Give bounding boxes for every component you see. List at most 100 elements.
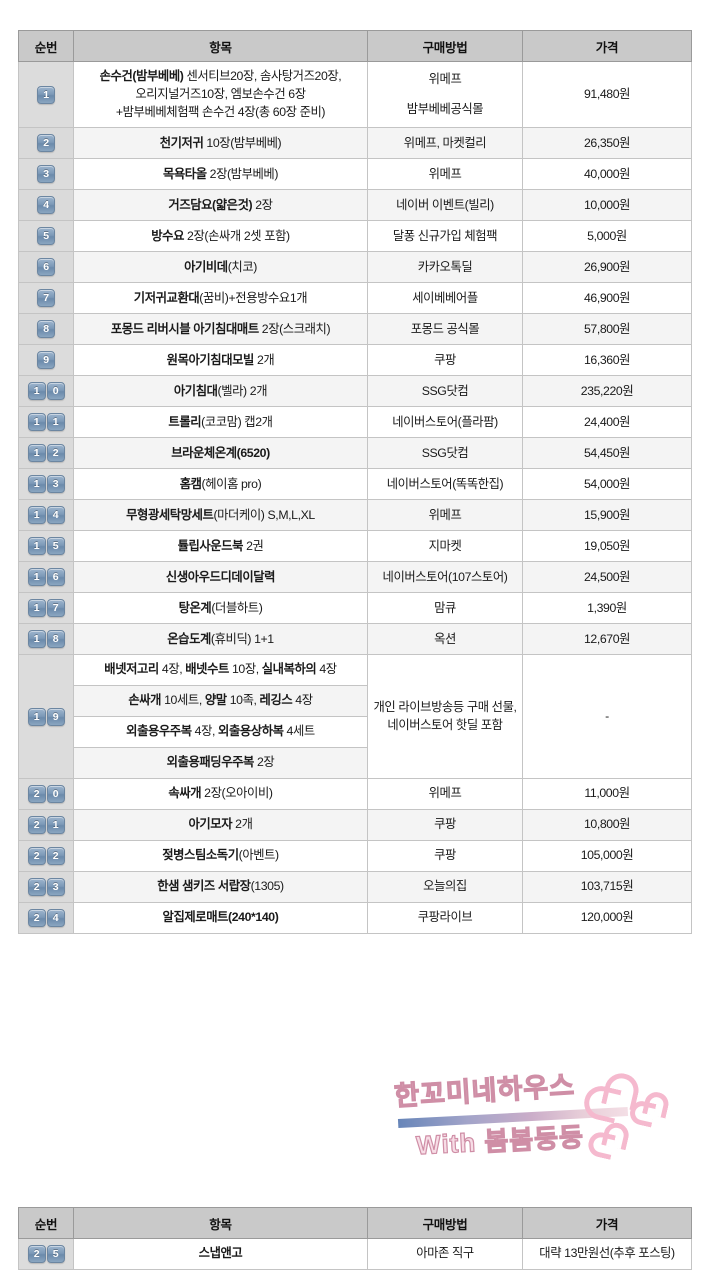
price-cell: 91,480원 — [522, 60, 692, 129]
price-cell: 235,220원 — [522, 375, 692, 408]
price-cell: 19,050원 — [522, 530, 692, 563]
table-row: 1 0 아기침대(벨라) 2개 SSG닷컴 235,220원 — [18, 375, 692, 408]
number-digit: 5 — [46, 537, 65, 556]
table-body: 1 손수건(밤부베베) 센서티브20장, 솜사탕거즈20장, 오리지널거즈10장, … — [18, 60, 692, 934]
item-name-bold: 외출용우주복 — [126, 724, 192, 739]
item-name-bold: 배넷저고리 — [104, 662, 159, 677]
table-row: 외출용패딩우주복 2장 — [19, 746, 692, 779]
price-cell: 24,400원 — [522, 406, 692, 439]
buy-method-cell: 쿠팡 — [367, 839, 523, 872]
table-header: 순번 항목 구매방법 가격 — [18, 30, 692, 62]
price-cell: 105,000원 — [522, 839, 692, 872]
column-header-no: 순번 — [18, 30, 74, 62]
number-digit: 1 — [46, 413, 65, 432]
table-row: 4 거즈담요(얇은것) 2장 네이버 이벤트(빌리) 10,000원 — [18, 189, 692, 222]
item-cell: 아기비데(치코) — [73, 251, 368, 284]
price-cell: 24,500원 — [522, 561, 692, 594]
number-digit: 2 — [27, 784, 46, 803]
number-digit: 1 — [27, 475, 46, 494]
watermark-stripe — [397, 1106, 629, 1129]
table-row: 1 4 무형광세탁망세트(마더케이) S,M,L,XL 위메프 15,900원 — [18, 499, 692, 532]
number-digit: 9 — [46, 707, 65, 726]
item-cell: 외출용패딩우주복 2장 — [73, 746, 368, 779]
price-cell: 57,800원 — [522, 313, 692, 346]
row-number-cell: 6 — [18, 251, 74, 284]
price-cell: 26,900원 — [522, 251, 692, 284]
purchase-list-table-wrap: 순번 항목 구매방법 가격 1 손수건(밤부베베) 센서티브20장, 솜사탕거즈2… — [18, 30, 692, 934]
buy-method-cell: 아마존 직구 — [367, 1238, 523, 1270]
table-row: 5 방수요 2장(손싸개 2셋 포함) 달퐁 신규가입 체험팩 5,000원 — [18, 220, 692, 253]
number-digit: 2 — [27, 1245, 46, 1263]
table-row: 6 아기비데(치코) 카카오톡딜 26,900원 — [18, 251, 692, 284]
row-number-cell: 8 — [18, 313, 74, 346]
price-cell: 54,450원 — [522, 437, 692, 470]
row-number-badge: 6 — [37, 258, 55, 277]
item-name-bold: 양말 — [204, 693, 227, 708]
price-cell: 15,900원 — [522, 499, 692, 532]
buy-method-cell: 카카오톡딜 — [367, 251, 523, 284]
buy-method-cell: 쿠팡 — [367, 808, 523, 841]
buy-method-cell: 네이버스토어(플라팜) — [367, 406, 523, 439]
table2-body: 2 5 스냅앤고 아마존 직구 대략 13만원선(추후 포스팅) — [18, 1238, 692, 1270]
number-digit: 5 — [46, 1245, 65, 1263]
watermark-line-1: 한꼬미네하우스 — [393, 1070, 577, 1112]
item-name-bold: 아기비데 — [184, 259, 228, 274]
buy-method-cell: 위메프, 마켓컬리 — [367, 127, 523, 160]
number-digit: 2 — [27, 815, 46, 834]
item-name-bold: 속싸개 — [168, 785, 202, 800]
price-cell: 46,900원 — [522, 282, 692, 315]
row-number-cell: 9 — [18, 344, 74, 377]
item-cell: 한샘 샘키즈 서랍장(1305) — [73, 870, 368, 903]
item-cell: 원목아기침대모빌 2개 — [73, 344, 368, 377]
item-name-bold: 알집제로매트(240*140) — [162, 909, 279, 924]
number-digit: 1 — [27, 568, 46, 587]
buy-method-cell: 쿠팡라이브 — [367, 901, 523, 934]
item-cell: 목욕타올 2장(밤부베베) — [73, 158, 368, 191]
price-cell: - — [522, 654, 692, 779]
item-cell: 브라운체온계(6520) — [73, 437, 368, 470]
item-line: 손수건(밤부베베) 센서티브20장, 솜사탕거즈20장, — [99, 69, 342, 83]
item-name-bold: 거즈담요(얇은것) — [168, 197, 253, 212]
buy-method-cell: 세이베베어플 — [367, 282, 523, 315]
number-digit: 1 — [27, 707, 46, 726]
buy-method-cell: 옥션 — [367, 623, 523, 656]
number-digit: 1 — [27, 413, 46, 432]
buy-method-cell: 위메프 — [367, 777, 523, 810]
item-name-bold: 아기모자 — [188, 816, 233, 831]
item-name-bold: 실내복하의 — [261, 662, 317, 677]
item-cell: 천기저귀 10장(밤부베베) — [73, 127, 368, 160]
row-number-badge: 4 — [37, 196, 55, 215]
column-header-price: 가격 — [522, 30, 692, 62]
header-row: 순번 항목 구매방법 가격 — [18, 1207, 692, 1239]
number-digit: 7 — [46, 599, 65, 618]
price-cell: 10,000원 — [522, 189, 692, 222]
price-cell: 16,360원 — [522, 344, 692, 377]
item-name-bold: 온습도계 — [167, 631, 211, 646]
price-cell: 5,000원 — [522, 220, 692, 253]
header-row: 순번 항목 구매방법 가격 — [18, 30, 692, 62]
buy-method-cell: 쿠팡 — [367, 344, 523, 377]
number-digit: 2 — [27, 846, 46, 865]
item-name-bold: 무형광세탁망세트 — [126, 507, 214, 522]
row-number-badge: 3 — [37, 165, 55, 184]
number-digit: 4 — [46, 506, 65, 525]
number-digit: 2 — [37, 134, 55, 153]
buy-method-cell: 지마켓 — [367, 530, 523, 563]
